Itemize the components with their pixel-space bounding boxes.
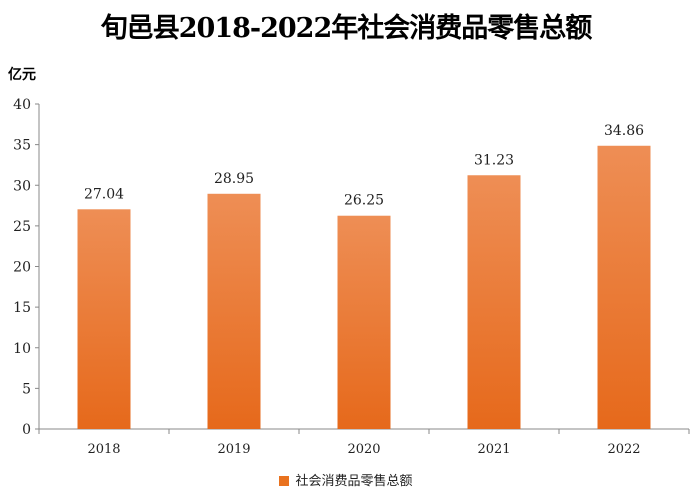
bar-2022: [597, 145, 651, 429]
y-tick-label: 0: [22, 422, 31, 438]
y-tick-label: 25: [13, 219, 31, 235]
bar-2021: [467, 175, 521, 429]
y-tick-label: 30: [13, 178, 31, 194]
y-tick-label: 5: [22, 381, 31, 397]
y-axis-label: 亿元: [8, 67, 36, 83]
legend: 社会消费品零售总额: [0, 470, 692, 489]
y-tick-label: 40: [13, 97, 31, 113]
bar-2018: [77, 209, 131, 429]
y-tick-label: 35: [13, 138, 31, 154]
x-tick-label: 2021: [477, 442, 510, 457]
x-tick-label: 2022: [607, 442, 640, 457]
data-label: 31.23: [474, 152, 514, 168]
bar-2019: [207, 193, 261, 429]
legend-label: 社会消费品零售总额: [295, 474, 413, 489]
x-tick-label: 2020: [347, 442, 380, 457]
x-tick-label: 2019: [217, 442, 250, 457]
bar-2020: [337, 215, 391, 429]
y-tick-label: 15: [13, 300, 31, 316]
x-tick-label: 2018: [87, 442, 120, 457]
y-tick-label: 10: [13, 341, 31, 357]
data-label: 27.04: [84, 186, 124, 202]
chart-title: 旬邑县2018-2022年社会消费品零售总额: [100, 13, 593, 44]
data-label: 26.25: [344, 193, 384, 209]
legend-swatch: [279, 476, 290, 486]
data-label: 34.86: [604, 123, 644, 139]
data-label: 28.95: [214, 171, 254, 187]
y-tick-label: 20: [13, 260, 31, 276]
